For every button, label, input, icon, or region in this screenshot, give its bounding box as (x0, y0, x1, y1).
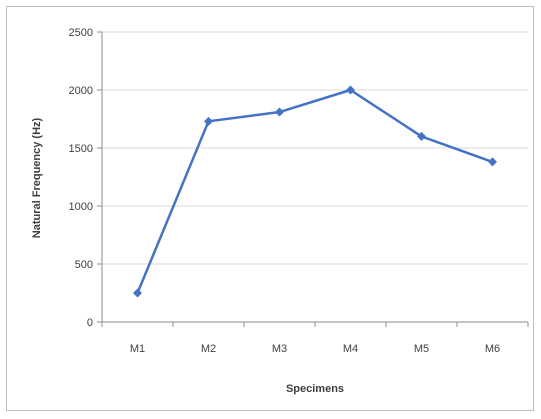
x-tick-label: M6 (485, 343, 500, 355)
x-tick-label: M3 (272, 343, 287, 355)
y-tick-label: 0 (87, 317, 93, 329)
series-line (136, 88, 493, 294)
data-point (346, 85, 355, 95)
y-tick-label: 500 (75, 259, 93, 271)
y-tick-label: 1000 (69, 201, 93, 213)
y-tick-labels: 0 500 1000 1500 2000 2500 (69, 27, 93, 329)
x-axis-title: Specimens (286, 383, 344, 395)
y-tick-label: 1500 (69, 143, 93, 155)
x-tick-label: M2 (201, 343, 216, 355)
series (133, 85, 497, 298)
data-point (275, 107, 284, 117)
axes (97, 31, 529, 327)
chart-area (6, 6, 534, 411)
y-axis-title: Natural Frequency (Hz) (31, 117, 43, 238)
data-point (417, 131, 426, 141)
data-point (204, 116, 213, 126)
data-point (133, 288, 142, 298)
y-tick-label: 2000 (69, 85, 93, 97)
x-tick-label: M4 (343, 343, 358, 355)
x-tick-label: M5 (414, 343, 429, 355)
x-tick-label: M1 (130, 343, 145, 355)
x-tick-labels: M1 M2 M3 M4 M5 M6 (130, 343, 500, 355)
data-point (488, 157, 497, 167)
y-tick-label: 2500 (69, 27, 93, 39)
gridlines (102, 31, 528, 265)
